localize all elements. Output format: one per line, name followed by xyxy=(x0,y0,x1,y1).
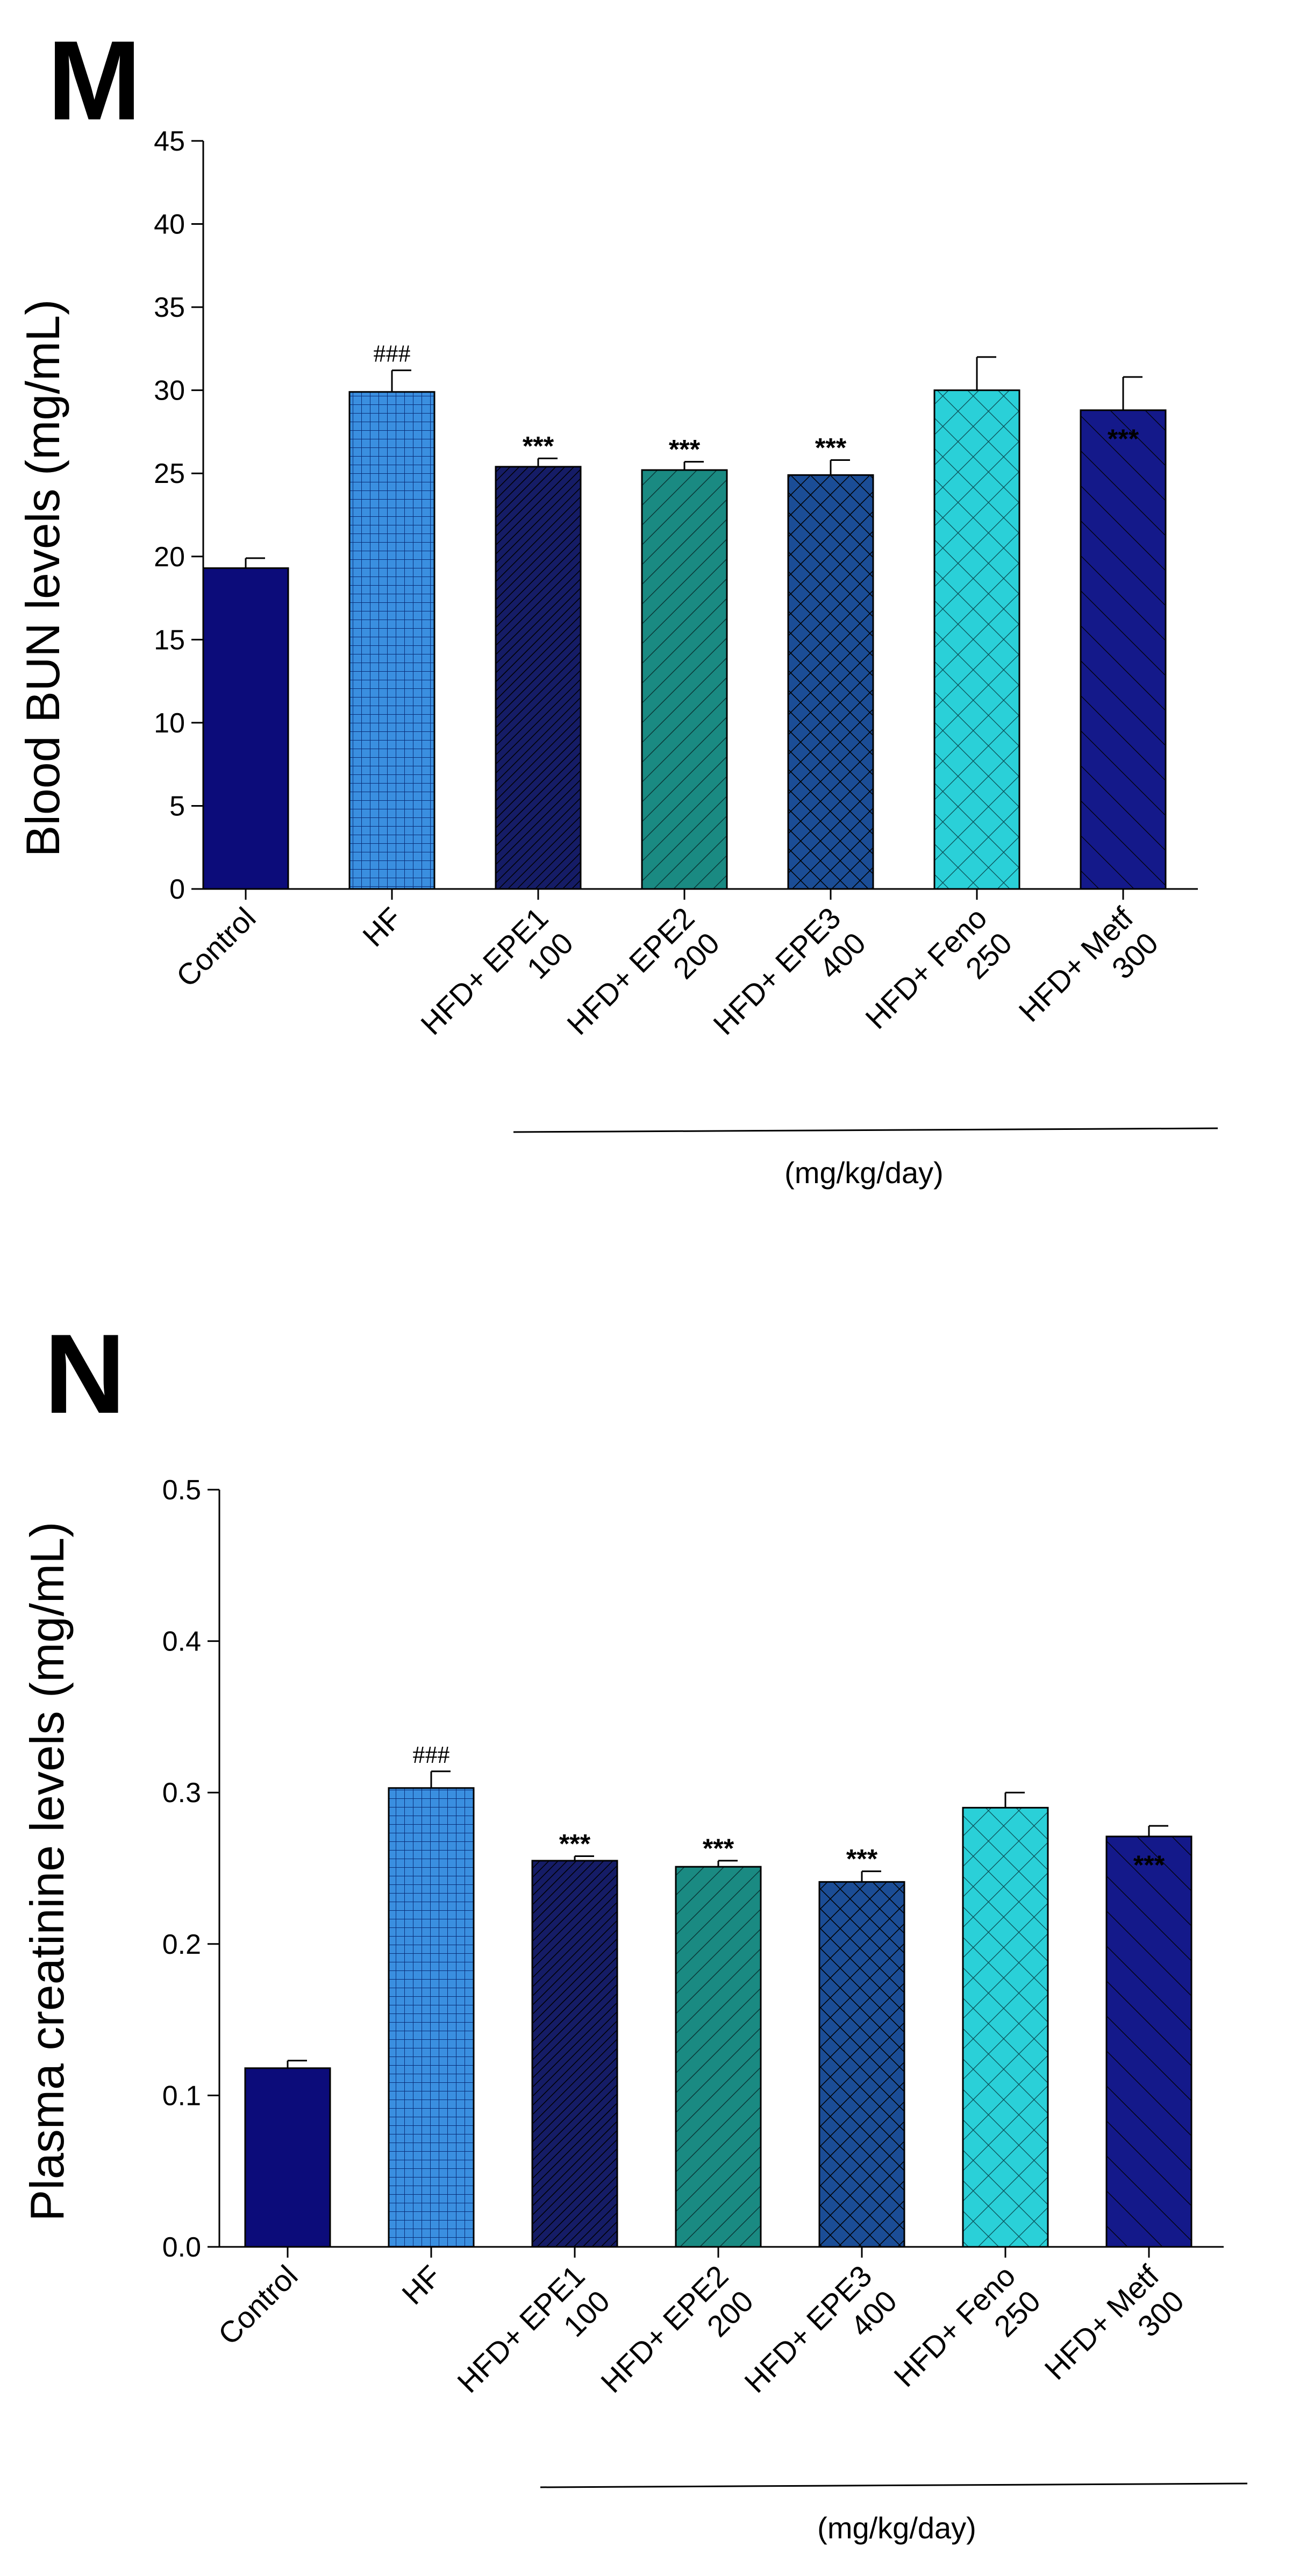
significance-label-m: *** xyxy=(1108,424,1139,454)
significance-label-n: *** xyxy=(559,1828,591,1859)
bar-n-0 xyxy=(244,2067,331,2248)
x-category-label-m: HFD+ EPE1100 xyxy=(414,901,580,1066)
significance-label-m: *** xyxy=(523,431,554,461)
y-tick-label-m: 5 xyxy=(169,791,185,822)
unit-note-n: (mg/kg/day) xyxy=(817,2511,976,2545)
significance-label-m: *** xyxy=(669,435,701,465)
significance-label-n: *** xyxy=(846,1844,878,1874)
x-category-label-n: HFD+ EPE3400 xyxy=(738,2259,903,2424)
y-axis-label-m: Blood BUN levels (mg/mL) xyxy=(16,300,69,857)
bar-m-3 xyxy=(641,469,728,890)
x-category-label-m: HFD+ Metf300 xyxy=(1012,901,1165,1054)
significance-label-m: *** xyxy=(815,432,847,462)
bar-n-1 xyxy=(388,1787,475,2248)
bar-n-4 xyxy=(818,1881,905,2248)
y-tick-label-m: 15 xyxy=(154,624,185,656)
y-tick-label-m: 45 xyxy=(154,126,185,157)
x-category-label-n: HFD+ EPE2200 xyxy=(594,2259,760,2424)
x-category-label-n: HFD+ Metf300 xyxy=(1038,2259,1190,2411)
y-axis-label-n: Plasma creatinine levels (mg/mL) xyxy=(20,1522,74,2222)
y-tick-label-m: 20 xyxy=(154,542,185,573)
unit-bracket-line-m xyxy=(513,1127,1218,1133)
y-tick-label-n: 0.4 xyxy=(162,1626,201,1657)
x-category-label-n: HFD+ Feno250 xyxy=(887,2259,1047,2418)
bar-n-3 xyxy=(675,1866,762,2248)
x-category-label-m: HFD+ EPE2200 xyxy=(560,901,726,1066)
x-category-label-m: HFD+ EPE3400 xyxy=(706,901,872,1066)
unit-bracket-line-n xyxy=(540,2482,1248,2488)
significance-label-m: ### xyxy=(374,340,411,367)
bar-n-2 xyxy=(531,1860,618,2248)
panel-label-n: N xyxy=(44,1311,126,1437)
x-category-label-n: HFD+ EPE1100 xyxy=(451,2259,616,2424)
y-tick-label-n: 0.2 xyxy=(162,1929,201,1960)
x-category-label-m: HFD+ Feno250 xyxy=(859,901,1018,1061)
y-tick-label-n: 0.0 xyxy=(162,2232,201,2263)
bar-m-5 xyxy=(933,389,1020,890)
unit-note-m: (mg/kg/day) xyxy=(784,1156,944,1190)
bar-m-0 xyxy=(202,567,289,890)
significance-label-n: *** xyxy=(703,1833,734,1863)
bar-m-4 xyxy=(787,474,874,890)
y-tick-label-n: 0.1 xyxy=(162,2080,201,2111)
y-tick-label-m: 25 xyxy=(154,458,185,489)
significance-label-n: *** xyxy=(1133,1850,1165,1880)
bar-n-5 xyxy=(962,1806,1049,2248)
panel-label-m: M xyxy=(47,17,141,144)
bar-m-6 xyxy=(1080,409,1167,890)
plot-area-m: 0 5 10 15 20 25 30 35 40 45 Control ### HF *** HFD+ EP… xyxy=(154,126,1198,1066)
significance-label-n: ### xyxy=(413,1741,450,1768)
bar-m-2 xyxy=(495,466,582,890)
chart-panel-m: M Blood BUN levels (mg/mL) 0 5 10 15 20 25 30 3… xyxy=(16,17,1218,1190)
bar-n-6 xyxy=(1105,1835,1192,2248)
y-tick-label-m: 30 xyxy=(154,375,185,407)
x-category-label-n: HF xyxy=(395,2259,447,2311)
y-tick-label-m: 0 xyxy=(169,874,185,905)
y-tick-label-m: 40 xyxy=(154,209,185,240)
x-category-label-m: HF xyxy=(356,901,408,953)
y-tick-label-n: 0.5 xyxy=(162,1475,201,1506)
x-category-label-m: Control xyxy=(169,901,262,993)
bar-m-1 xyxy=(348,391,435,890)
y-tick-label-m: 35 xyxy=(154,292,185,323)
plot-area-n: 0.0 0.1 0.2 0.3 0.4 0.5 Control ### HF *** HFD+ EP… xyxy=(162,1475,1224,2424)
x-category-label-n: Control xyxy=(211,2259,304,2351)
chart-panel-n: N Plasma creatinine levels (mg/mL) 0.00.… xyxy=(20,1311,1248,2545)
y-tick-label-n: 0.3 xyxy=(162,1777,201,1809)
y-tick-label-m: 10 xyxy=(154,708,185,739)
